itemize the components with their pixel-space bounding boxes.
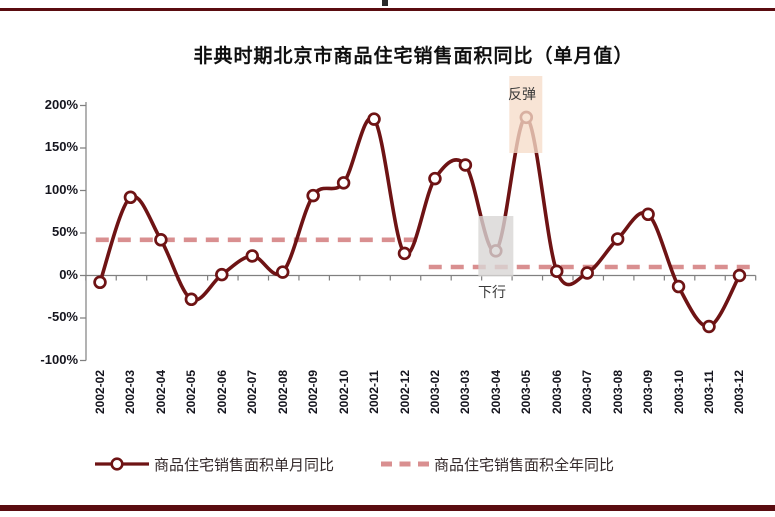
bottom-accent-bar	[0, 505, 775, 511]
x-tick-label-2002-09: 2002-09	[306, 369, 321, 415]
data-point-marker-2003-07	[580, 266, 594, 280]
x-tick-label-2002-07: 2002-07	[245, 369, 260, 415]
x-tick-label-2003-10: 2003-10	[671, 369, 686, 415]
x-tick-label-2002-02: 2002-02	[93, 369, 107, 415]
y-tick-label-150: 150%	[44, 139, 78, 154]
data-point-marker-2002-08	[275, 265, 290, 279]
x-tick-label-2002-11: 2002-11	[367, 370, 382, 414]
x-tick-label-2003-12: 2003-12	[732, 369, 747, 415]
y-tick-label-0: 0%	[59, 266, 78, 282]
legend-label-annual: 商品住宅销售面积全年同比	[434, 455, 615, 474]
legend: 商品住宅销售面积单月同比 商品住宅销售面积全年同比	[95, 452, 614, 476]
legend-item-annual: 商品住宅销售面积全年同比	[381, 453, 614, 475]
data-point-marker-2002-04	[154, 233, 168, 247]
data-point-marker-2002-10	[336, 176, 351, 190]
data-point-marker-2002-11	[367, 112, 381, 126]
x-tick-label-2002-06: 2002-06	[214, 369, 229, 415]
data-point-marker-2002-02	[93, 275, 107, 290]
x-tick-label-2002-10: 2002-10	[336, 369, 351, 415]
line-marker-swatch	[95, 457, 149, 471]
y-tick-label--50: -50%	[47, 309, 78, 324]
downturn-highlight-region	[478, 216, 514, 277]
x-tick-label-2003-04: 2003-04	[488, 369, 503, 415]
data-point-marker-2003-11	[702, 319, 716, 334]
data-point-marker-2003-09	[641, 207, 655, 222]
data-point-marker-2003-03	[458, 158, 473, 172]
x-tick-label-2003-11: 2003-11	[702, 370, 716, 414]
dashed-line-swatch	[381, 461, 430, 467]
y-tick-label-200: 200%	[44, 96, 78, 112]
y-tick-label--100: -100%	[40, 351, 78, 367]
x-tick-label-2003-06: 2003-06	[549, 369, 564, 415]
data-point-marker-2003-08	[610, 232, 625, 246]
x-tick-label-2003-05: 2003-05	[519, 369, 534, 415]
x-tick-label-2002-03: 2002-03	[123, 369, 138, 415]
data-point-marker-2002-05	[184, 292, 199, 307]
data-point-marker-2002-12	[397, 246, 412, 261]
data-point-marker-2003-02	[428, 171, 442, 186]
x-tick-label-2002-05: 2002-05	[184, 369, 199, 415]
data-point-marker-2003-12	[732, 268, 747, 283]
x-tick-label-2003-09: 2003-09	[641, 369, 656, 415]
data-point-marker-2002-07	[245, 249, 260, 263]
legend-label-monthly: 商品住宅销售面积单月同比	[154, 455, 335, 474]
data-point-marker-2002-06	[215, 267, 229, 282]
data-point-marker-2003-10	[671, 279, 686, 294]
x-tick-label-2003-08: 2003-08	[610, 369, 625, 415]
annotation-downturn: 下行	[478, 285, 506, 301]
top-center-mark	[382, 0, 388, 6]
data-point-marker-2002-03	[123, 190, 138, 205]
x-tick-label-2003-02: 2003-02	[427, 369, 442, 415]
x-tick-label-2003-07: 2003-07	[580, 369, 595, 415]
legend-item-monthly: 商品住宅销售面积单月同比	[95, 453, 334, 475]
x-tick-label-2003-03: 2003-03	[458, 369, 473, 415]
top-accent-bar	[0, 8, 775, 11]
data-point-marker-2002-09	[306, 188, 320, 203]
y-tick-label-100: 100%	[44, 181, 78, 197]
axes	[80, 102, 757, 362]
data-point-marker-2003-06	[549, 264, 564, 279]
x-tick-label-2002-04: 2002-04	[153, 369, 168, 415]
x-tick-label-2002-12: 2002-12	[397, 369, 412, 415]
annotation-rebound: 反弹	[508, 87, 536, 103]
x-tick-label-2002-08: 2002-08	[275, 369, 290, 415]
rebound-highlight-region	[509, 76, 543, 153]
chart-title: 非典时期北京市商品住宅销售面积同比（单月值）	[193, 45, 634, 67]
y-tick-label-50: 50%	[51, 224, 78, 239]
